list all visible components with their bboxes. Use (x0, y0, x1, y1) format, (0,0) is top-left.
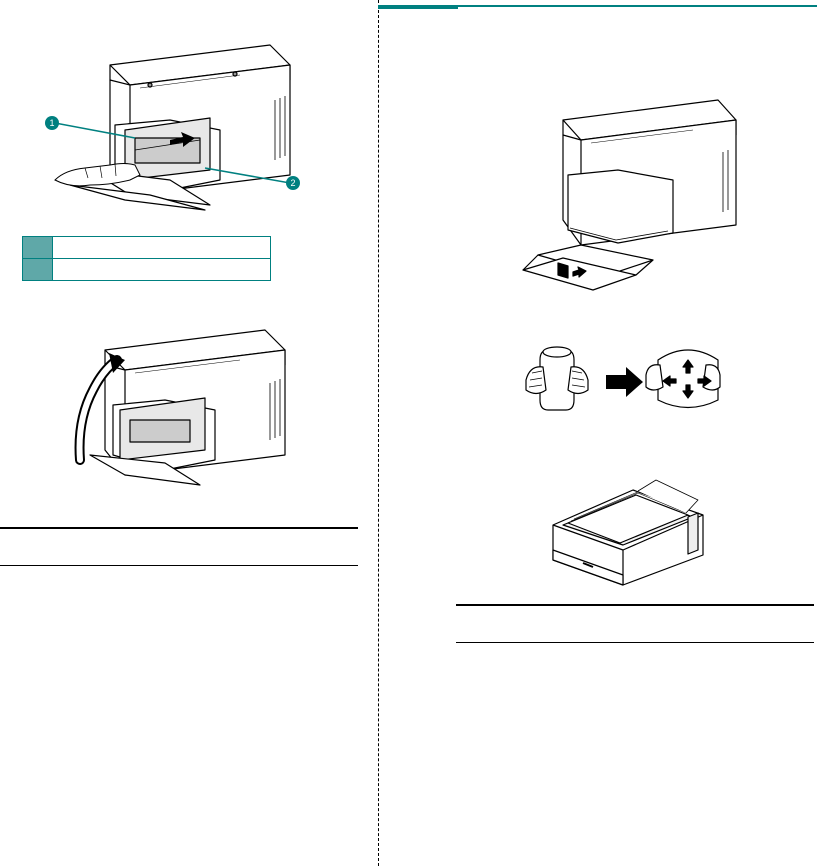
arrow-right-icon (606, 367, 643, 397)
right-column (378, 0, 817, 866)
callout-1-label: 1 (49, 118, 54, 128)
section-divider-heavy-r (456, 604, 814, 606)
callout-2-label: 2 (290, 178, 295, 188)
printer-insert-cartridge-figure: 1 2 (40, 30, 310, 230)
printer-close-door-figure (65, 305, 295, 500)
label-desc-cell (53, 237, 271, 259)
left-column: 1 2 (0, 0, 378, 866)
section-divider-heavy (0, 527, 358, 529)
table-row (23, 259, 271, 281)
label-num-cell (23, 259, 53, 281)
label-num-cell (23, 237, 53, 259)
callout-label-table (22, 236, 271, 281)
paper-cassette-figure (538, 455, 713, 595)
paper-fan-figure (518, 335, 728, 435)
table-row (23, 237, 271, 259)
section-divider-light-r (456, 642, 814, 643)
section-divider-light (0, 565, 358, 566)
page-container: 1 2 (0, 0, 817, 866)
printer-tray-figure (508, 80, 738, 295)
top-accent-thick (378, 5, 458, 9)
label-desc-cell (53, 259, 271, 281)
